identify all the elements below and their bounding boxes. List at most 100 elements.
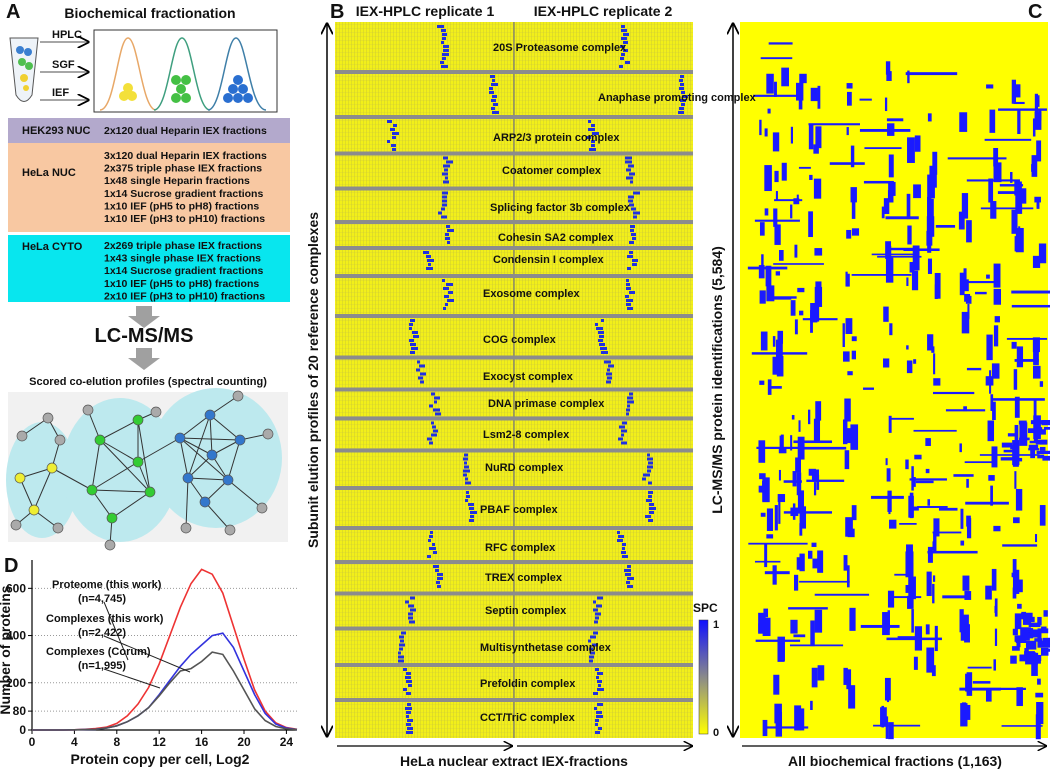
complex-label: DNA primase complex xyxy=(488,398,605,410)
elution-cell xyxy=(466,491,469,494)
blue-block xyxy=(764,208,769,216)
blue-block xyxy=(986,84,994,89)
blue-block xyxy=(888,415,892,433)
network xyxy=(10,390,274,551)
network-edge xyxy=(209,414,213,456)
blue-block xyxy=(1011,209,1018,234)
elution-cell xyxy=(433,565,439,568)
elution-cell xyxy=(625,61,630,64)
blue-block xyxy=(1019,422,1028,446)
fraction-text: 1x43 single phase IEX fractions xyxy=(104,253,261,265)
blue-block xyxy=(1033,400,1037,424)
blue-block xyxy=(885,241,892,259)
complex-label: PBAF complex xyxy=(480,504,559,516)
complex-label: Septin complex xyxy=(485,605,567,617)
elution-cell xyxy=(626,581,630,584)
elution-cell xyxy=(446,225,450,228)
elution-cell xyxy=(442,37,446,40)
blue-block xyxy=(886,71,892,81)
blue-block xyxy=(1034,638,1043,642)
blue-block xyxy=(988,475,995,481)
network-edge xyxy=(91,461,139,491)
elution-cell xyxy=(617,539,623,542)
complex-label: NuRD complex xyxy=(485,462,564,474)
blue-block xyxy=(933,533,937,553)
elution-cell xyxy=(407,703,411,706)
elution-cell xyxy=(681,91,685,94)
elution-cell xyxy=(445,303,448,306)
elution-cell xyxy=(625,156,632,160)
blue-block xyxy=(794,319,798,335)
blue-block xyxy=(929,165,937,188)
blue-block xyxy=(1013,369,1018,390)
blue-line xyxy=(935,224,956,228)
elution-cell xyxy=(627,255,633,258)
blue-block xyxy=(844,450,850,470)
blue-block xyxy=(850,187,857,203)
blue-block xyxy=(913,359,917,364)
blue-block xyxy=(794,705,802,731)
elution-cell xyxy=(630,225,635,228)
blue-line xyxy=(859,128,911,132)
blue-block xyxy=(810,303,818,323)
blue-line xyxy=(932,391,975,395)
blue-block xyxy=(1022,437,1027,442)
blue-line xyxy=(754,560,781,563)
blue-line xyxy=(804,446,847,450)
elution-cell xyxy=(593,631,598,635)
y-tick-label: 0 xyxy=(19,723,26,737)
network-node xyxy=(106,512,118,524)
elution-cell xyxy=(623,41,628,44)
blue-line xyxy=(899,523,917,525)
separator xyxy=(335,151,693,156)
elution-cell xyxy=(409,327,412,330)
elution-cell xyxy=(426,255,431,258)
blue-block xyxy=(1016,642,1021,648)
blue-block xyxy=(846,229,852,239)
elution-cell xyxy=(438,211,442,215)
series-note: (n=4,745) xyxy=(78,593,126,605)
elution-cell xyxy=(647,453,650,457)
network-node xyxy=(10,519,22,531)
elution-cell xyxy=(437,25,444,28)
blue-block xyxy=(927,236,932,253)
elution-cell xyxy=(622,421,627,425)
blue-block xyxy=(848,685,856,709)
blue-line xyxy=(851,274,912,276)
network-node xyxy=(224,524,236,536)
blue-block xyxy=(963,406,967,412)
blue-block xyxy=(765,265,772,287)
elution-cell xyxy=(392,132,399,135)
blue-block xyxy=(1018,420,1027,425)
blue-block xyxy=(1025,640,1037,650)
separator xyxy=(335,448,693,453)
elution-cell xyxy=(600,347,607,350)
technique: LC-MS/MS xyxy=(95,325,194,347)
blue-line xyxy=(997,191,1016,194)
blue-block xyxy=(913,656,918,670)
blue-block xyxy=(932,583,935,604)
elution-cell xyxy=(590,651,595,655)
blue-block xyxy=(845,517,853,537)
elution-cell xyxy=(596,715,603,718)
x-axis-label: All biochemical fractions (1,163) xyxy=(788,753,1002,769)
blue-block xyxy=(847,273,850,287)
elution-cell xyxy=(629,203,634,207)
blue-block xyxy=(1036,427,1043,432)
blue-block xyxy=(850,145,855,168)
elution-cell xyxy=(431,392,435,396)
blue-block xyxy=(798,94,803,110)
elution-cell xyxy=(426,267,433,270)
blue-block xyxy=(766,534,774,539)
elution-cell xyxy=(624,569,631,572)
elution-cell xyxy=(588,120,591,123)
elution-cell xyxy=(409,620,415,624)
elution-cell xyxy=(399,635,404,639)
blue-block xyxy=(766,508,773,531)
elution-cell xyxy=(445,176,448,180)
blue-line xyxy=(783,480,802,483)
blue-block xyxy=(775,712,783,737)
blue-block xyxy=(966,672,973,696)
blue-block xyxy=(846,565,850,588)
fraction-text: 2x375 triple phase IEX fractions xyxy=(104,163,262,175)
